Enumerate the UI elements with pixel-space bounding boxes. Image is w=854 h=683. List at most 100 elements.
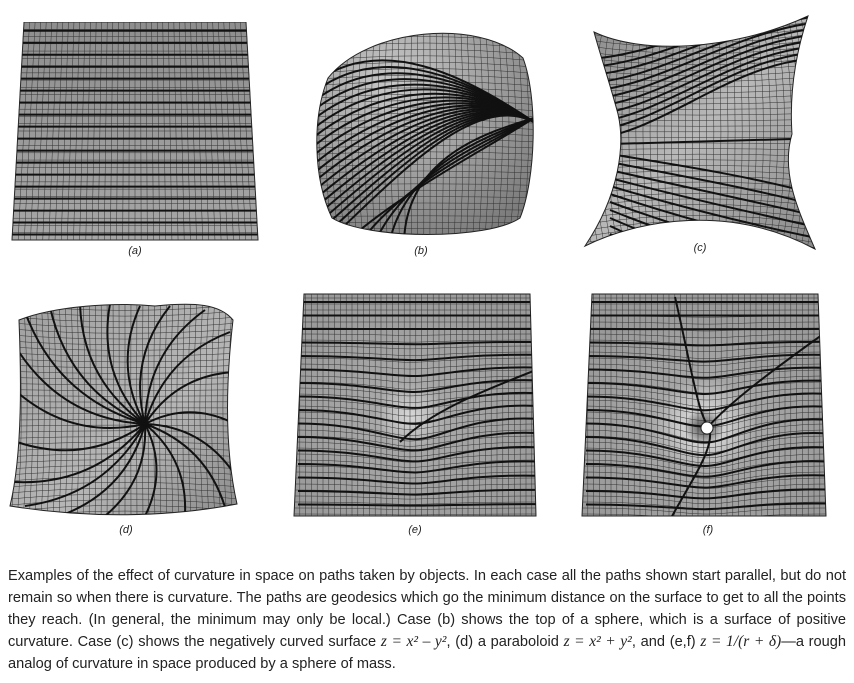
mesh-line xyxy=(22,304,28,515)
mesh-line xyxy=(585,81,815,88)
mesh-line xyxy=(10,316,237,323)
mesh-line xyxy=(10,340,237,346)
equation-potential: z = 1/(r + δ) xyxy=(700,633,782,650)
geodesic-path xyxy=(297,417,536,441)
mesh-line xyxy=(199,304,204,515)
mesh-line xyxy=(193,304,198,515)
geodesic-path xyxy=(589,34,813,108)
caption-text-2: , (d) a paraboloid xyxy=(446,634,564,650)
geodesic-path xyxy=(297,474,536,485)
mesh-line xyxy=(82,304,85,515)
mesh-line xyxy=(10,383,237,386)
geodesic-path xyxy=(609,153,815,195)
potential-well-surface-plot-e xyxy=(293,293,537,517)
geodesic-path xyxy=(585,488,826,500)
mesh-line xyxy=(582,387,826,401)
mesh-line xyxy=(316,157,534,161)
mesh-line xyxy=(582,333,826,339)
mesh-line xyxy=(5,517,245,522)
geodesic-path xyxy=(297,488,536,496)
geodesic-path xyxy=(104,423,147,515)
geodesic-path xyxy=(585,446,826,468)
geodesic-path xyxy=(609,138,793,145)
panel-label-b: (b) xyxy=(414,245,428,257)
mesh-line xyxy=(10,499,237,506)
geodesic-path xyxy=(106,304,146,425)
equation-paraboloid: z = x² + y² xyxy=(563,633,632,650)
geodesic-path xyxy=(297,340,536,346)
geodesic-path xyxy=(144,371,234,425)
mesh-line xyxy=(812,16,815,249)
mesh-line xyxy=(800,16,814,249)
panel-d xyxy=(5,292,245,522)
geodesic-path xyxy=(403,117,534,235)
mesh-line xyxy=(10,459,237,464)
mesh-line xyxy=(294,441,536,452)
caption-text-1: Examples of the effect of curvature in s… xyxy=(8,568,846,650)
singularity-hole xyxy=(700,421,714,435)
panel-b xyxy=(308,18,540,240)
mesh-line xyxy=(5,292,245,299)
mesh-line xyxy=(294,387,536,397)
mesh-line xyxy=(585,38,815,49)
geodesic-path xyxy=(585,340,826,347)
geodesic-path xyxy=(585,366,826,379)
mesh-line xyxy=(58,304,62,515)
mesh-line xyxy=(294,345,536,350)
panel-a xyxy=(10,22,260,242)
mesh-line xyxy=(294,417,536,430)
geodesic-path xyxy=(297,366,536,378)
geodesic-path xyxy=(375,117,534,235)
mesh-line xyxy=(88,304,91,515)
mesh-line xyxy=(10,364,237,368)
mesh-line xyxy=(585,75,815,82)
saddle-surface-plot xyxy=(583,15,816,250)
mesh-line xyxy=(316,209,534,211)
mesh-line xyxy=(10,358,237,363)
geodesic-path xyxy=(297,391,536,409)
mesh-line xyxy=(316,151,534,155)
geodesic-path xyxy=(585,460,826,478)
mesh-line xyxy=(410,33,412,235)
mesh-line xyxy=(582,345,826,352)
geodesic-path xyxy=(297,460,536,474)
mesh-line xyxy=(165,304,168,515)
mesh-line xyxy=(10,389,237,391)
geodesic-path xyxy=(585,502,826,511)
mesh-line xyxy=(582,465,826,479)
mesh-line xyxy=(294,483,536,489)
panel-f xyxy=(580,292,830,520)
geodesic-path xyxy=(297,431,536,452)
mesh-line xyxy=(294,399,536,410)
mesh-line xyxy=(10,430,237,433)
panel-label-d: (d) xyxy=(119,524,133,536)
geodesic-path xyxy=(589,22,813,92)
mesh-line xyxy=(10,442,237,445)
panel-label-f: (f) xyxy=(702,524,714,536)
geodesic-path xyxy=(16,423,146,452)
geodesic-path xyxy=(589,28,813,100)
mesh-line xyxy=(28,304,34,515)
mesh-line xyxy=(585,44,815,54)
mesh-line xyxy=(294,429,536,442)
geodesic-path xyxy=(144,423,234,473)
geodesic-path xyxy=(585,353,826,363)
panel-label-c: (c) xyxy=(693,242,707,254)
mesh-line xyxy=(585,16,815,27)
geodesic-path xyxy=(347,117,534,235)
geodesic-path xyxy=(609,161,815,206)
mesh-line xyxy=(316,132,534,137)
mesh-line xyxy=(10,510,237,515)
mesh-line xyxy=(316,164,534,168)
mesh-line xyxy=(582,495,826,505)
mesh-line xyxy=(582,357,826,366)
mesh-line xyxy=(316,68,534,75)
mesh-line xyxy=(10,346,237,351)
geodesic-path xyxy=(297,353,536,362)
sphere-surface-plot xyxy=(316,32,534,235)
mesh-line xyxy=(10,476,237,482)
geodesic-path xyxy=(24,311,146,425)
mesh-line xyxy=(294,351,536,356)
mesh-line xyxy=(10,482,237,488)
geodesic-path xyxy=(297,379,536,393)
